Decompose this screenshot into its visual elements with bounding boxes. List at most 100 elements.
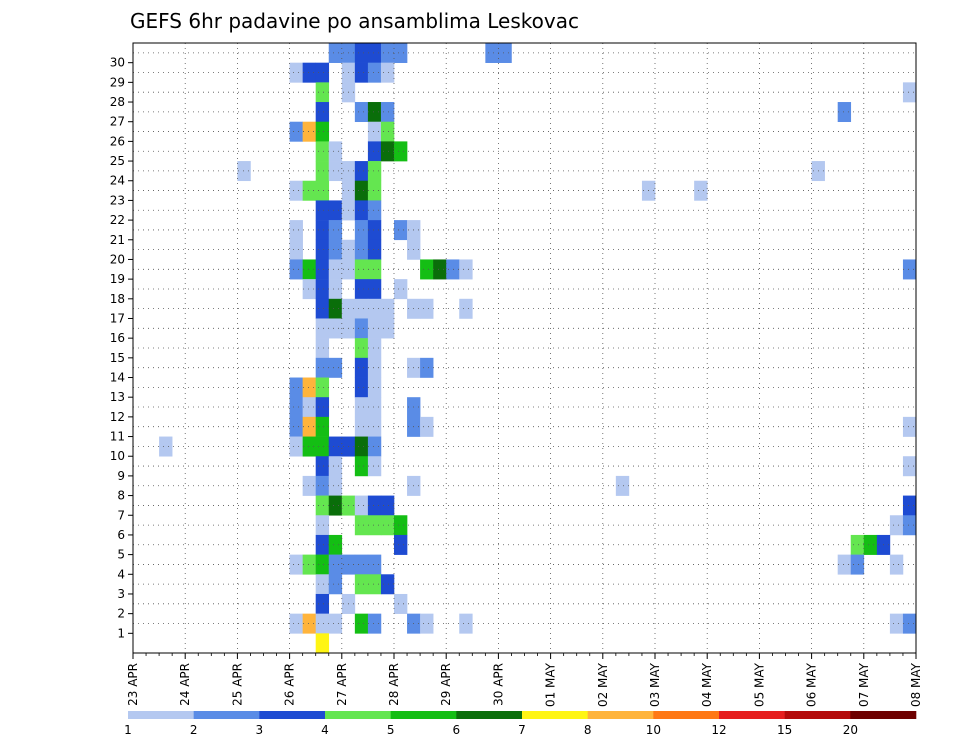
- heatmap-cell: [837, 102, 852, 123]
- heatmap-cell: [315, 121, 330, 142]
- heatmap-cell: [902, 416, 917, 437]
- y-tick-label: 4: [117, 567, 125, 581]
- heatmap-cell: [354, 62, 369, 83]
- heatmap-cell: [615, 475, 630, 496]
- heatmap-cell: [328, 475, 343, 496]
- heatmap-cell: [328, 456, 343, 477]
- heatmap-cell: [380, 141, 395, 162]
- heatmap-cell: [328, 298, 343, 319]
- heatmap-cell: [459, 298, 473, 319]
- heatmap-cell: [315, 161, 330, 182]
- heatmap-cell: [380, 298, 395, 319]
- heatmap-cell: [315, 613, 330, 634]
- heatmap-cell: [902, 495, 917, 516]
- heatmap-cell: [315, 102, 330, 123]
- y-tick-label: 22: [110, 213, 125, 227]
- heatmap-cell: [289, 613, 303, 634]
- heatmap-cell: [289, 397, 303, 418]
- heatmap-cell: [394, 141, 408, 162]
- y-tick-label: 11: [110, 430, 125, 444]
- heatmap-cell: [315, 456, 330, 477]
- heatmap-cell: [237, 161, 251, 182]
- y-tick-label: 13: [110, 390, 125, 404]
- heatmap-cell: [902, 82, 917, 103]
- heatmap-cell: [354, 220, 369, 241]
- heatmap-cell: [302, 613, 316, 634]
- colorbar-swatch: [193, 711, 260, 719]
- heatmap-cell: [863, 534, 878, 555]
- heatmap-cell: [902, 613, 917, 634]
- heatmap-cell: [394, 515, 408, 536]
- heatmap-cell: [485, 43, 499, 63]
- heatmap-cell: [354, 43, 369, 63]
- heatmap-cell: [354, 515, 369, 536]
- heatmap-cell: [354, 456, 369, 477]
- heatmap-cell: [459, 613, 473, 634]
- heatmap-cell: [289, 121, 303, 142]
- x-tick-label: 05 MAY: [752, 662, 766, 707]
- y-tick-label: 14: [110, 371, 125, 385]
- heatmap-cell: [302, 554, 316, 575]
- heatmap-cell: [302, 436, 316, 457]
- colorbar-swatch: [522, 711, 588, 719]
- heatmap-cell: [315, 534, 330, 555]
- x-tick-label: 24 APR: [178, 663, 192, 706]
- heatmap-cell: [902, 456, 917, 477]
- heatmap-cell: [315, 593, 330, 614]
- heatmap-cell: [380, 515, 395, 536]
- heatmap-cell: [328, 279, 343, 300]
- heatmap-cell: [289, 180, 303, 201]
- heatmap-cell: [394, 279, 408, 300]
- heatmap-cell: [289, 259, 303, 280]
- y-tick-label: 30: [110, 56, 125, 70]
- x-tick-label: 02 MAY: [596, 662, 610, 707]
- heatmap-cell: [159, 436, 173, 457]
- colorbar-label: 5: [387, 723, 395, 737]
- y-tick-label: 2: [117, 607, 125, 621]
- heatmap-cell: [367, 495, 382, 516]
- heatmap-cell: [315, 279, 330, 300]
- heatmap-cell: [380, 495, 395, 516]
- heatmap-cell: [354, 161, 369, 182]
- y-tick-label: 28: [110, 95, 125, 109]
- heatmap-cell: [328, 574, 343, 595]
- heatmap-cell: [367, 121, 382, 142]
- colorbar-label: 3: [256, 723, 264, 737]
- heatmap-cell: [367, 515, 382, 536]
- heatmap-cell: [354, 298, 369, 319]
- colorbar-swatch: [587, 711, 654, 719]
- y-tick-label: 8: [117, 489, 125, 503]
- heatmap-cell: [328, 534, 343, 555]
- x-tick-label: 04 MAY: [700, 662, 714, 707]
- heatmap-cell: [315, 574, 330, 595]
- heatmap-cell: [380, 574, 395, 595]
- heatmap-cell: [367, 377, 382, 398]
- heatmap-cell: [367, 416, 382, 437]
- x-tick-label: 26 APR: [283, 663, 297, 706]
- y-tick-label: 17: [110, 311, 125, 325]
- colorbar-label: 8: [584, 723, 592, 737]
- heatmap-cell: [289, 220, 303, 241]
- colorbar-swatch: [456, 711, 523, 719]
- heatmap-cell: [354, 377, 369, 398]
- cells-layer: [159, 43, 917, 654]
- heatmap-cell: [367, 102, 382, 123]
- heatmap-cell: [315, 495, 330, 516]
- colorbar-label: 10: [646, 723, 661, 737]
- y-tick-label: 1: [117, 626, 125, 640]
- heatmap-cell: [302, 475, 316, 496]
- heatmap-cell: [380, 43, 395, 63]
- y-tick-label: 29: [110, 75, 125, 89]
- heatmap-cell: [289, 554, 303, 575]
- heatmap-cell: [302, 279, 316, 300]
- chart-title: GEFS 6hr padavine po ansamblima Leskovac: [130, 9, 579, 33]
- y-tick-label: 27: [110, 115, 125, 129]
- heatmap-cell: [367, 298, 382, 319]
- heatmap-cell: [328, 318, 343, 339]
- heatmap-cell: [380, 121, 395, 142]
- heatmap-cell: [367, 259, 382, 280]
- heatmap-cell: [394, 220, 408, 241]
- heatmap-cell: [367, 338, 382, 359]
- heatmap-cell: [394, 593, 408, 614]
